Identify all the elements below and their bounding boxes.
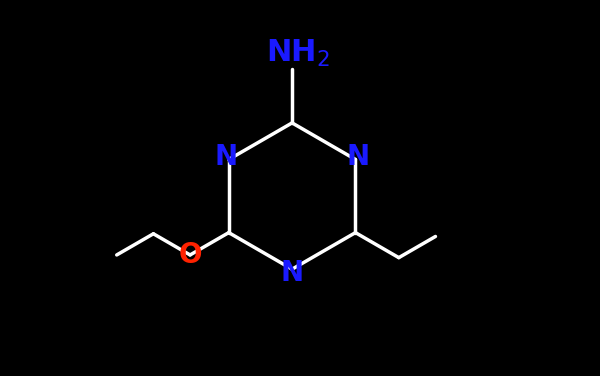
Text: N: N [281, 259, 304, 287]
Text: NH$_2$: NH$_2$ [266, 38, 330, 69]
Text: O: O [178, 241, 202, 269]
Text: N: N [346, 143, 370, 171]
Text: N: N [215, 143, 238, 171]
